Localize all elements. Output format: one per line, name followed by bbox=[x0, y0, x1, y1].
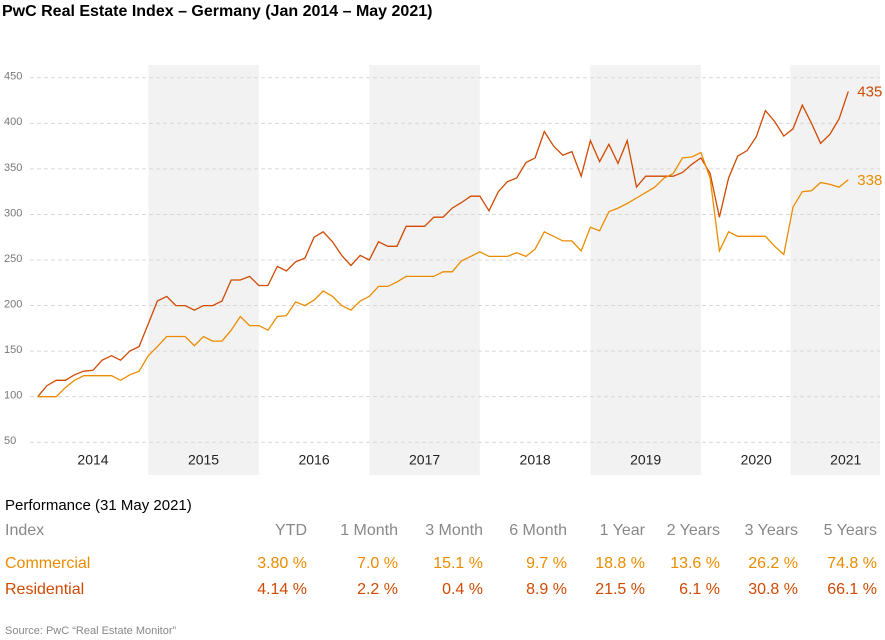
table-cell: Residential bbox=[5, 581, 84, 598]
table-cell: 4.14 % bbox=[257, 581, 307, 598]
y-tick-label: 400 bbox=[4, 116, 22, 128]
table-cell: 66.1 % bbox=[827, 581, 877, 598]
y-tick-label: 150 bbox=[4, 344, 22, 356]
table-cell: 6.1 % bbox=[679, 581, 720, 598]
table-cell: 30.8 % bbox=[748, 581, 798, 598]
source: Source: PwC “Real Estate Monitor” bbox=[5, 625, 177, 637]
table-header: YTD bbox=[275, 522, 307, 539]
table-cell: 15.1 % bbox=[433, 555, 483, 572]
year-band bbox=[148, 65, 259, 475]
x-tick-label: 2014 bbox=[77, 452, 108, 468]
x-tick-label: 2019 bbox=[630, 452, 661, 468]
x-tick-label: 2015 bbox=[188, 452, 219, 468]
table-header: 1 Month bbox=[340, 522, 398, 539]
year-band bbox=[590, 65, 701, 475]
chart-title: PwC Real Estate Index – Germany (Jan 201… bbox=[2, 3, 432, 20]
table-header: 5 Years bbox=[824, 522, 877, 539]
year-band bbox=[369, 65, 480, 475]
table-cell: 3.80 % bbox=[257, 555, 307, 572]
table-cell: Commercial bbox=[5, 555, 90, 572]
y-tick-label: 450 bbox=[4, 71, 22, 83]
table-header: Index bbox=[5, 522, 44, 539]
end-label: 338 bbox=[857, 172, 882, 189]
x-tick-label: 2020 bbox=[741, 452, 772, 468]
table-cell: 74.8 % bbox=[827, 555, 877, 572]
x-tick-label: 2018 bbox=[520, 452, 551, 468]
table-header: 2 Years bbox=[667, 522, 720, 539]
table-header: 3 Month bbox=[425, 522, 483, 539]
table-cell: 8.9 % bbox=[526, 581, 567, 598]
table-header: 1 Year bbox=[600, 522, 646, 539]
series-line bbox=[37, 151, 849, 398]
table-cell: 2.2 % bbox=[357, 581, 398, 598]
table-cell: 9.7 % bbox=[526, 555, 567, 572]
table-cell: 18.8 % bbox=[595, 555, 645, 572]
x-tick-label: 2021 bbox=[830, 452, 861, 468]
end-label: 435 bbox=[857, 83, 882, 100]
table-cell: 0.4 % bbox=[442, 581, 483, 598]
y-tick-label: 250 bbox=[4, 253, 22, 265]
table-cell: 26.2 % bbox=[748, 555, 798, 572]
year-band bbox=[790, 65, 880, 475]
table-header: 3 Years bbox=[745, 522, 798, 539]
table-cell: 13.6 % bbox=[670, 555, 720, 572]
y-tick-label: 350 bbox=[4, 162, 22, 174]
y-tick-label: 50 bbox=[4, 435, 16, 447]
y-tick-label: 300 bbox=[4, 207, 22, 219]
series-line bbox=[37, 91, 849, 398]
y-tick-label: 200 bbox=[4, 298, 22, 310]
y-tick-label: 100 bbox=[4, 390, 22, 402]
table-cell: 7.0 % bbox=[357, 555, 398, 572]
table-header: 6 Month bbox=[509, 522, 567, 539]
table-title: Performance (31 May 2021) bbox=[5, 497, 192, 514]
table-cell: 21.5 % bbox=[595, 581, 645, 598]
x-tick-label: 2017 bbox=[409, 452, 440, 468]
x-tick-label: 2016 bbox=[298, 452, 329, 468]
